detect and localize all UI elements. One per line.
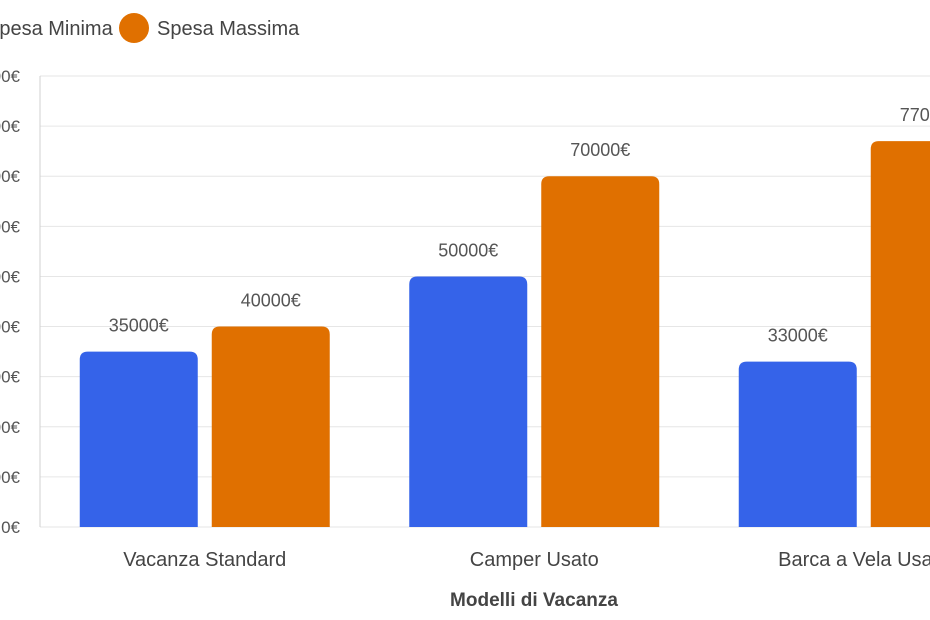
y-tick-label: 40000€ — [0, 318, 21, 337]
bar — [79, 351, 198, 527]
bars — [79, 141, 930, 527]
bar-value-label: 70000€ — [570, 140, 630, 160]
y-tick-label: 80000€ — [0, 117, 21, 136]
legend: Spesa Minima Spesa Massima — [0, 13, 300, 43]
y-tick-label: 0€ — [1, 518, 20, 537]
legend-label: Spesa Minima — [0, 18, 114, 40]
legend-label: Spesa Massima — [157, 18, 300, 40]
bar — [541, 176, 660, 527]
bar-value-label: 77000€ — [900, 105, 930, 125]
bar-value-label: 35000€ — [109, 316, 169, 336]
x-category-label: Vacanza Standard — [123, 549, 286, 571]
y-tick-label: 30000€ — [0, 368, 21, 387]
bar-value-label: 40000€ — [241, 291, 301, 311]
y-axis-ticks: 0€ 10000€ 20000€ 30000€ 40000€ 50000€ 60000€ 70… — [0, 67, 21, 537]
y-tick-label: 70000€ — [0, 167, 21, 186]
y-tick-label: 50000€ — [0, 267, 21, 286]
bar-value-label: 50000€ — [438, 240, 498, 260]
x-category-label: Barca a Vela Usata — [778, 549, 930, 571]
bar-value-label: 33000€ — [768, 326, 828, 346]
x-axis-title: Modelli di Vacanza — [450, 590, 618, 611]
bar — [211, 326, 330, 527]
bar — [870, 141, 930, 527]
data-labels: 35000€ 40000€ 50000€ 70000€ 33000€ 77000€ — [109, 105, 930, 345]
y-tick-label: 20000€ — [0, 418, 21, 437]
bar — [738, 361, 857, 527]
y-tick-label: 60000€ — [0, 217, 21, 236]
x-category-label: Camper Usato — [470, 549, 599, 571]
legend-swatch — [119, 13, 149, 43]
y-tick-label: 10000€ — [0, 468, 21, 487]
bar — [409, 276, 528, 527]
x-axis-categories: Vacanza Standard Camper Usato Barca a Vela… — [123, 549, 930, 571]
y-tick-label: 90000€ — [0, 67, 21, 86]
